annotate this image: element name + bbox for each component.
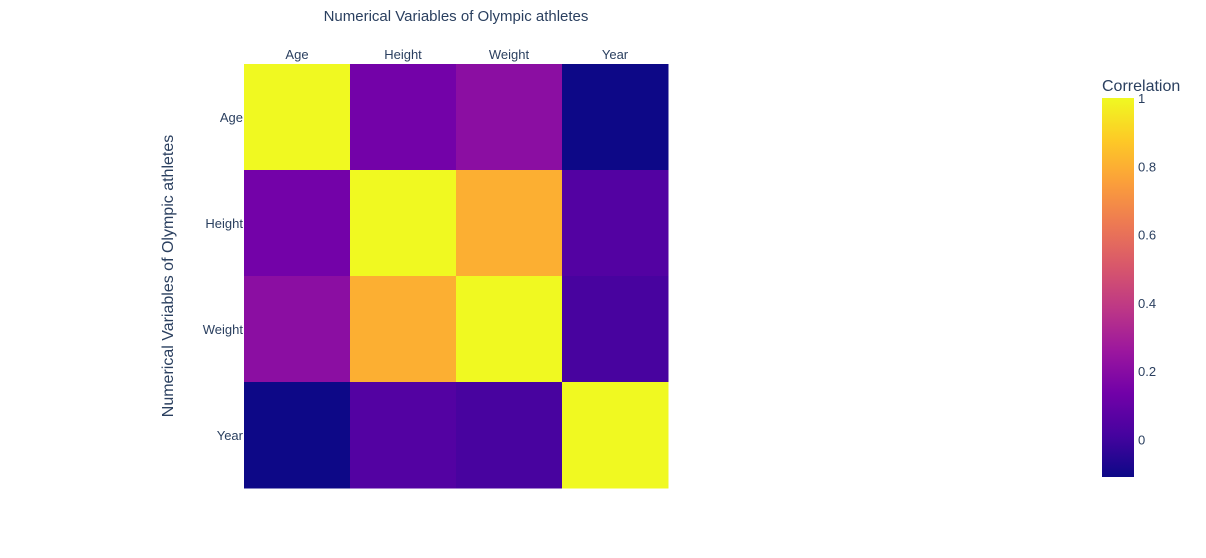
colorbar-tick-label: 0.2 [1138, 364, 1156, 379]
y-axis-ticks: Age Height Weight Year [203, 110, 244, 443]
heatmap-cell-age-age [244, 64, 351, 171]
colorbar-title: Correlation [1102, 78, 1180, 95]
chart-title: Numerical Variables of Olympic athletes [324, 8, 589, 25]
heatmap-cell-year-age [244, 382, 351, 489]
heatmap-cells [244, 64, 669, 489]
colorbar: Correlation 0 0.2 0.4 0.6 0.8 1 [1102, 78, 1180, 477]
colorbar-tick-label: 0.8 [1138, 159, 1156, 174]
heatmap-cell-height-year [562, 170, 669, 277]
heatmap-cell-weight-year [562, 276, 669, 383]
heatmap-cell-weight-age [244, 276, 351, 383]
colorbar-tick-label: 1 [1138, 91, 1145, 106]
x-tick-label: Age [285, 47, 308, 62]
heatmap-cell-height-height [350, 170, 457, 277]
colorbar-tick-label: 0.6 [1138, 228, 1156, 243]
y-tick-label: Age [220, 110, 243, 125]
y-axis-title: Numerical Variables of Olympic athletes [160, 135, 177, 417]
colorbar-tick-label: 0 [1138, 432, 1145, 447]
colorbar-ticks: 0 0.2 0.4 0.6 0.8 1 [1138, 91, 1156, 447]
colorbar-tick-label: 0.4 [1138, 296, 1156, 311]
y-tick-label: Height [205, 216, 243, 231]
y-tick-label: Year [217, 428, 244, 443]
x-tick-label: Year [602, 47, 629, 62]
heatmap-cell-year-year [562, 382, 669, 489]
heatmap-cell-weight-height [350, 276, 457, 383]
heatmap-cell-weight-weight [456, 276, 563, 383]
heatmap-cell-height-weight [456, 170, 563, 277]
heatmap-cell-age-weight [456, 64, 563, 171]
x-tick-label: Height [384, 47, 422, 62]
heatmap-cell-age-height [350, 64, 457, 171]
heatmap-cell-age-year [562, 64, 669, 171]
x-axis-ticks: Age Height Weight Year [285, 47, 628, 62]
heatmap-cell-year-height [350, 382, 457, 489]
y-tick-label: Weight [203, 322, 244, 337]
heatmap-cell-height-age [244, 170, 351, 277]
colorbar-gradient [1102, 98, 1134, 477]
heatmap-cell-year-weight [456, 382, 563, 489]
x-tick-label: Weight [489, 47, 530, 62]
